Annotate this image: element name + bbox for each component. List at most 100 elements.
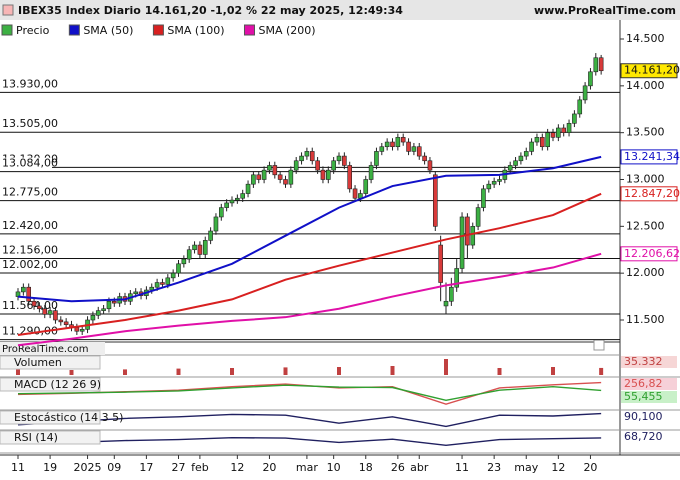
x-tick-label: 12 bbox=[551, 461, 565, 474]
candle-body bbox=[272, 165, 278, 176]
candle-body bbox=[507, 165, 513, 171]
candle-body bbox=[347, 165, 353, 190]
legend-label[interactable]: SMA (50) bbox=[83, 24, 133, 37]
candle-body bbox=[470, 226, 476, 246]
volume-bar bbox=[230, 368, 234, 375]
x-tick-label: 11 bbox=[455, 461, 469, 474]
indicator-line bbox=[17, 412, 602, 428]
candle-body bbox=[90, 315, 96, 321]
candle-body bbox=[513, 160, 518, 166]
legend-label[interactable]: SMA (200) bbox=[258, 24, 315, 37]
candle-body bbox=[368, 165, 374, 180]
candle-body bbox=[256, 174, 262, 180]
legend-label[interactable]: SMA (100) bbox=[167, 24, 224, 37]
panel-title-bg[interactable] bbox=[0, 410, 101, 425]
candle-body bbox=[331, 160, 336, 171]
candle-body bbox=[26, 286, 32, 302]
candle-body bbox=[251, 174, 256, 185]
y-tick-label: 13.000 bbox=[626, 173, 665, 186]
x-tick-label: feb bbox=[191, 461, 209, 474]
candle-body bbox=[133, 291, 138, 295]
candle-body bbox=[400, 137, 406, 143]
candle-body bbox=[443, 300, 449, 307]
panel-title-bg[interactable] bbox=[0, 377, 101, 392]
candle-body bbox=[37, 305, 42, 310]
candle-body bbox=[165, 277, 171, 285]
candle-body bbox=[208, 230, 213, 241]
candle-body bbox=[465, 216, 470, 246]
panel-title[interactable]: Volumen bbox=[14, 356, 62, 369]
level-label: 12.156,00 bbox=[2, 244, 58, 257]
level-label-bg bbox=[0, 325, 52, 338]
candle-body bbox=[550, 132, 556, 138]
x-tick-label: mar bbox=[296, 461, 318, 474]
volume-bar bbox=[123, 369, 127, 375]
level-label-bg bbox=[0, 118, 52, 131]
indicator-value-bg bbox=[621, 411, 677, 423]
level-label-bg bbox=[0, 258, 52, 271]
legend-swatch[interactable] bbox=[243, 24, 255, 36]
panel-title-bg[interactable] bbox=[0, 355, 101, 370]
x-tick-label: 18 bbox=[359, 461, 373, 474]
candle-body bbox=[395, 137, 401, 148]
candle-body bbox=[523, 151, 529, 157]
candle-body bbox=[598, 57, 604, 72]
x-tick-label: 19 bbox=[43, 461, 57, 474]
volume-bar bbox=[444, 359, 448, 375]
candle-body bbox=[95, 310, 101, 316]
panel-title[interactable]: Estocástico (14 3 5) bbox=[14, 411, 123, 424]
info-icon[interactable] bbox=[593, 339, 605, 351]
candle-body bbox=[197, 244, 203, 255]
x-tick-label: 26 bbox=[391, 461, 405, 474]
last-price-bg bbox=[620, 63, 678, 79]
candle-body bbox=[277, 174, 283, 180]
candle-body bbox=[58, 319, 64, 323]
candle-body bbox=[202, 240, 208, 255]
candle-body bbox=[588, 71, 593, 87]
candle-body bbox=[283, 179, 288, 185]
x-tick-label: 12 bbox=[230, 461, 244, 474]
site-name[interactable]: www.ProRealTime.com bbox=[534, 4, 676, 17]
x-tick-label: 23 bbox=[487, 461, 501, 474]
candle-body bbox=[219, 207, 224, 218]
panel-title[interactable]: MACD (12 26 9) bbox=[14, 378, 101, 391]
level-label-bg bbox=[0, 186, 52, 199]
level-label: 12.775,00 bbox=[2, 186, 58, 199]
sma-line bbox=[17, 252, 602, 347]
legend-swatch[interactable] bbox=[68, 24, 80, 36]
candle-body bbox=[518, 155, 524, 162]
sma-line bbox=[17, 155, 602, 303]
candle-body bbox=[245, 183, 251, 194]
candle-body bbox=[186, 249, 192, 260]
volume-bar bbox=[16, 369, 20, 375]
candle-body bbox=[261, 169, 267, 180]
candle-body bbox=[315, 160, 320, 171]
candle-body bbox=[572, 113, 577, 124]
candle-body bbox=[106, 300, 112, 310]
x-tick-label: may bbox=[514, 461, 538, 474]
panel-title-bg[interactable] bbox=[0, 430, 101, 445]
candle-body bbox=[170, 272, 176, 279]
last-value: 13.241,34 bbox=[624, 150, 680, 163]
candle-body bbox=[21, 286, 26, 293]
y-tick-label: 12.000 bbox=[626, 266, 665, 279]
x-tick-label: abr bbox=[410, 461, 429, 474]
x-tick-label: 27 bbox=[172, 461, 186, 474]
panel-title[interactable]: RSI (14) bbox=[14, 431, 58, 444]
legend-swatch[interactable] bbox=[1, 24, 13, 36]
candle-body bbox=[79, 329, 85, 332]
candle-body bbox=[497, 179, 502, 182]
level-label: 12.420,00 bbox=[2, 219, 58, 232]
candle-body bbox=[235, 197, 240, 201]
candle-body bbox=[224, 202, 229, 208]
legend-swatch[interactable] bbox=[152, 24, 164, 36]
y-tick-label: 11.500 bbox=[626, 313, 665, 326]
y-tick-label: 14.500 bbox=[626, 32, 665, 45]
candle-body bbox=[288, 169, 294, 185]
legend-label[interactable]: Precio bbox=[16, 24, 50, 37]
menu-icon[interactable] bbox=[2, 4, 14, 16]
indicator-value: 256,82 bbox=[624, 377, 663, 390]
candle-body bbox=[229, 199, 235, 204]
candle-body bbox=[267, 165, 272, 171]
candle-body bbox=[475, 207, 481, 227]
